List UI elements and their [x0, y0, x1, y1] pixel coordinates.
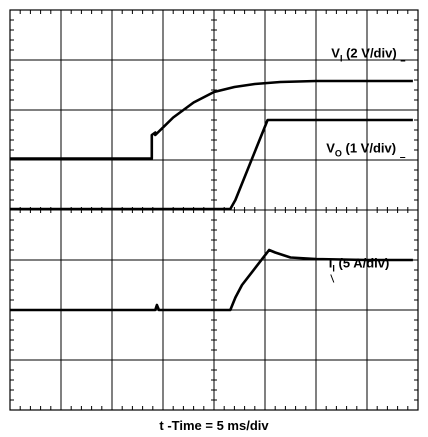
trace-label-2: II (5 A/div) [329, 256, 390, 274]
trace-2 [10, 248, 413, 312]
x-axis-label: t -Time = 5 ms/div [159, 418, 269, 433]
trace-0 [10, 79, 413, 160]
trace-label-0: VI (2 V/div) [331, 46, 396, 64]
scope-traces [10, 79, 413, 312]
trace-1 [10, 118, 413, 211]
leader-2 [330, 274, 335, 283]
trace-labels: VI (2 V/div) VO (1 V/div) II (5 A/div) [326, 46, 406, 283]
trace-label-1: VO (1 V/div) [326, 141, 396, 159]
